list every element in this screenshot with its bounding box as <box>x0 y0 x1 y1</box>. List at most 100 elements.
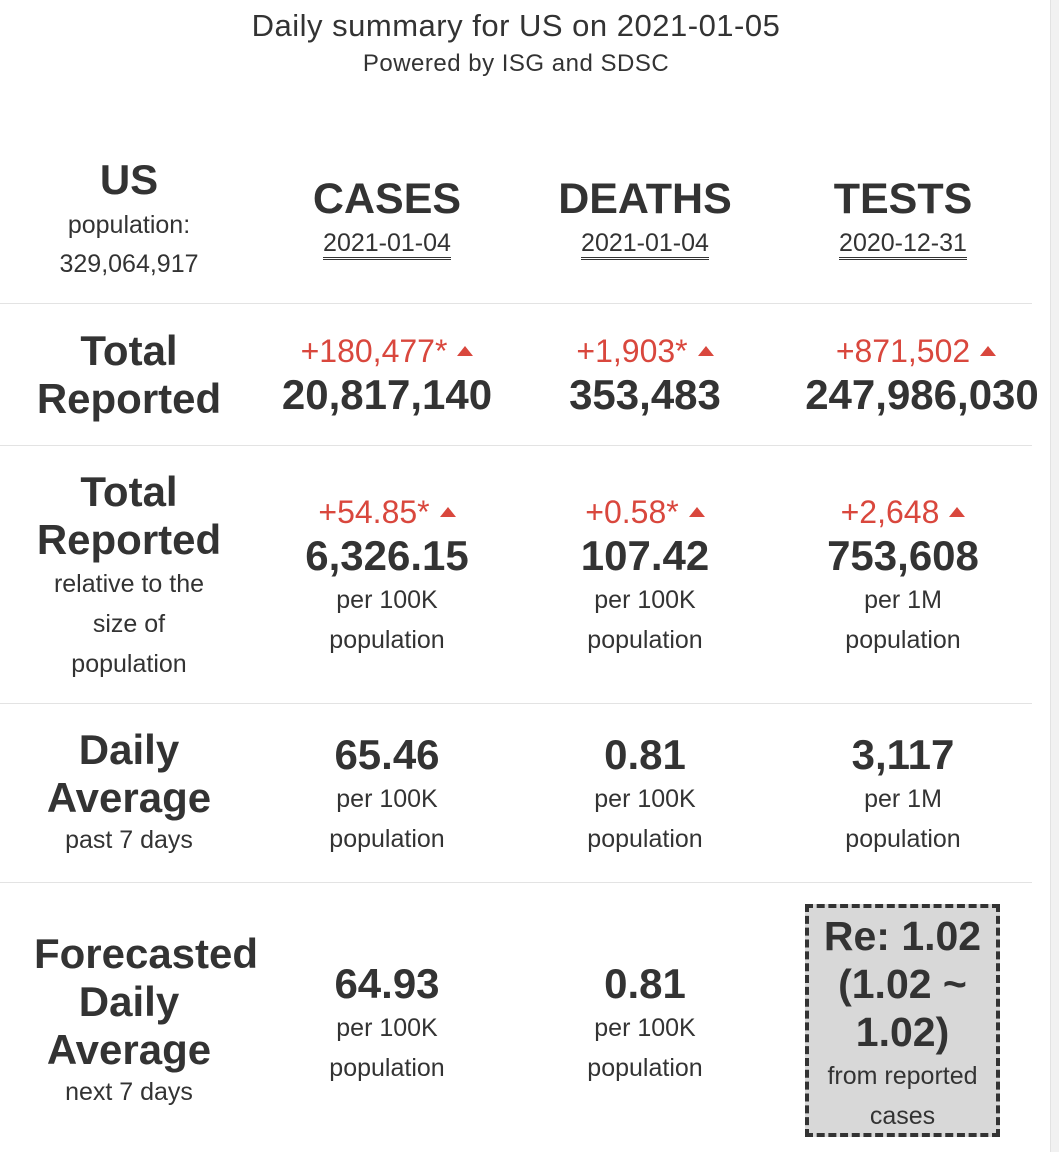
delta-total-tests: +871,502 <box>782 331 1050 371</box>
row-label-relative: Total Reported relative to the size of p… <box>0 468 258 684</box>
row-sublabel-line: population <box>71 650 187 678</box>
page-subtitle: Powered by ISG and SDSC <box>362 50 670 77</box>
delta-relative-deaths: +0.58* <box>516 492 774 532</box>
row-divider <box>0 703 1032 704</box>
cell-total-deaths: +1,903* 353,483 <box>516 331 774 419</box>
value-daily-cases: 65.46 <box>334 731 440 778</box>
delta-text: +871,502 <box>835 333 971 369</box>
unit-line: population <box>587 825 703 853</box>
row-label-forecast-rest: Daily Average next 7 days <box>0 978 258 1110</box>
cell-daily-deaths: 0.81 per 100K population <box>516 731 774 859</box>
column-date-cases-text[interactable]: 2021-01-04 <box>323 229 451 260</box>
triangle-up-icon <box>949 507 966 517</box>
column-header-cases: CASES <box>312 175 462 223</box>
rt-note: cases <box>869 1102 936 1130</box>
unit-line: per 1M <box>864 586 942 614</box>
rt-range-start: (1.02 ~ <box>838 961 967 1007</box>
reproduction-number-box[interactable]: Re: 1.02 (1.02 ~ 1.02) from reported cas… <box>805 904 1000 1137</box>
value-total-tests: 247,986,030 <box>805 371 1039 418</box>
value-total-deaths: 353,483 <box>569 371 721 418</box>
value-daily-tests: 3,117 <box>851 731 955 778</box>
delta-text: +54.85* <box>318 494 430 530</box>
row-sublabel-line: next 7 days <box>65 1078 193 1106</box>
row-label-line: Total <box>80 327 178 374</box>
value-forecast-deaths: 0.81 <box>604 960 686 1007</box>
value-relative-cases: 6,326.15 <box>305 532 469 579</box>
column-date-tests-text[interactable]: 2020-12-31 <box>839 229 967 260</box>
column-header-tests: TESTS <box>833 175 973 223</box>
unit-line: per 100K <box>336 785 438 813</box>
population-label: population: <box>67 211 191 239</box>
cell-daily-tests: 3,117 per 1M population <box>774 731 1032 859</box>
value-daily-deaths: 0.81 <box>604 731 686 778</box>
triangle-up-icon <box>688 507 705 517</box>
rt-range-end: 1.02) <box>855 1009 950 1055</box>
cell-relative-tests: +2,648 753,608 per 1M population <box>774 492 1032 660</box>
delta-total-cases: +180,477* <box>258 331 516 371</box>
cell-daily-cases: 65.46 per 100K population <box>258 731 516 859</box>
rt-value: Re: 1.02 <box>823 913 982 959</box>
row-label-line: Daily <box>78 726 180 773</box>
cell-forecast-deaths: 0.81 per 100K population <box>516 960 774 1088</box>
row-label-line: Daily <box>78 978 180 1025</box>
triangle-up-icon <box>697 346 714 356</box>
row-label-daily: Daily Average past 7 days <box>0 726 258 858</box>
cell-relative-cases: +54.85* 6,326.15 per 100K population <box>258 492 516 660</box>
column-date-cases[interactable]: 2021-01-04 <box>258 226 516 260</box>
rt-note: from reported <box>827 1062 978 1090</box>
delta-total-deaths: +1,903* <box>516 331 774 371</box>
population-value: 329,064,917 <box>59 250 199 278</box>
row-divider <box>0 882 1032 883</box>
row-label-line: Total <box>80 468 178 515</box>
value-relative-deaths: 107.42 <box>580 532 710 579</box>
row-label-line: Reported <box>36 516 222 563</box>
value-forecast-cases: 64.93 <box>334 960 440 1007</box>
row-label-line: Average <box>46 1026 212 1073</box>
row-divider <box>0 445 1032 446</box>
triangle-up-icon <box>457 346 474 356</box>
triangle-up-icon <box>439 507 456 517</box>
cell-total-cases: +180,477* 20,817,140 <box>258 331 516 419</box>
unit-line: population <box>845 626 961 654</box>
unit-line: population <box>329 825 445 853</box>
cell-total-tests: +871,502 247,986,030 <box>794 331 1050 419</box>
column-date-deaths-text[interactable]: 2021-01-04 <box>581 229 709 260</box>
value-relative-tests: 753,608 <box>827 532 979 579</box>
row-sublabel-line: past 7 days <box>65 826 193 854</box>
unit-line: population <box>587 626 703 654</box>
unit-line: per 100K <box>594 785 696 813</box>
row-divider <box>0 303 1032 304</box>
row-label-line: Average <box>46 774 212 821</box>
row-label-line: Forecasted <box>33 930 259 977</box>
unit-line: per 100K <box>336 586 438 614</box>
unit-line: population <box>587 1054 703 1082</box>
unit-line: population <box>329 1054 445 1082</box>
row-sublabel-line: size of <box>92 610 166 638</box>
cell-forecast-cases: 64.93 per 100K population <box>258 960 516 1088</box>
region-name: US <box>99 156 159 203</box>
delta-text: +2,648 <box>840 494 940 530</box>
delta-text: +180,477* <box>300 333 448 369</box>
unit-line: population <box>329 626 445 654</box>
cell-relative-deaths: +0.58* 107.42 per 100K population <box>516 492 774 660</box>
column-date-tests[interactable]: 2020-12-31 <box>774 226 1032 260</box>
delta-relative-cases: +54.85* <box>258 492 516 532</box>
delta-text: +0.58* <box>585 494 679 530</box>
column-header-deaths: DEATHS <box>558 175 732 223</box>
unit-line: per 1M <box>864 785 942 813</box>
row-sublabel-line: relative to the <box>53 570 205 598</box>
unit-line: population <box>845 825 961 853</box>
scrollbar[interactable] <box>1050 0 1059 1152</box>
unit-line: per 100K <box>594 586 696 614</box>
unit-line: per 100K <box>336 1014 438 1042</box>
delta-text: +1,903* <box>576 333 688 369</box>
delta-relative-tests: +2,648 <box>774 492 1032 532</box>
column-date-deaths[interactable]: 2021-01-04 <box>516 226 774 260</box>
row-label-total: Total Reported <box>0 327 258 423</box>
row-label-forecast: Forecasted <box>14 930 278 978</box>
value-total-cases: 20,817,140 <box>281 371 493 418</box>
triangle-up-icon <box>980 346 997 356</box>
row-label-line: Reported <box>36 375 222 422</box>
unit-line: per 100K <box>594 1014 696 1042</box>
